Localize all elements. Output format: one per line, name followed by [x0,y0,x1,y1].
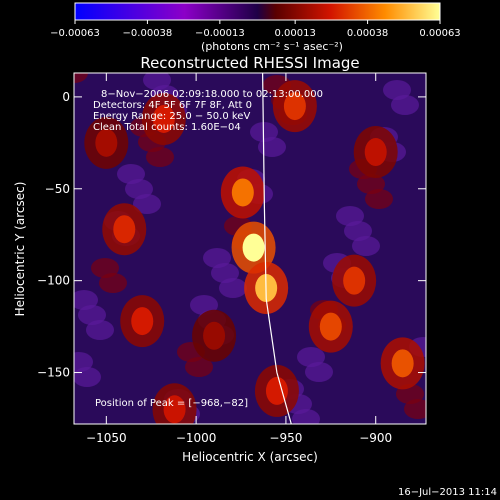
annotation-block: 8−Nov−2006 02:09:18.000 to 02:13:00.000 … [93,89,323,133]
emission-source [265,376,288,405]
background-texture [74,290,98,310]
emission-source [343,266,366,295]
colorbar-units: (photons cm⁻² s⁻¹ asec⁻²) [201,40,343,53]
background-texture [305,362,333,382]
background-texture [133,194,161,214]
y-tick-label: −50 [45,182,70,196]
background-texture [250,122,278,142]
background-texture [117,164,145,184]
background-texture [86,320,114,340]
background-texture [365,189,393,209]
x-tick-label: −950 [269,431,302,445]
footer-date: 16−Jul−2013 11:14 [398,487,497,498]
emission-source [364,138,387,167]
emission-source [131,307,154,336]
background-texture [219,278,247,298]
x-tick-label: −900 [359,431,392,445]
background-texture [74,352,93,372]
background-texture [203,248,231,268]
background-texture [125,179,153,199]
colorbar-tick-label: 0.00063 [419,28,460,39]
emission-source [113,215,136,244]
background-texture [143,73,171,90]
y-axis-label: Heliocentric Y (arcsec) [13,182,27,317]
emission-source [283,92,306,121]
x-axis-label: Heliocentric X (arcsec) [182,450,318,464]
annotation-energy: Energy Range: 25.0 − 50.0 keV [93,111,250,122]
emission-source [152,104,175,133]
background-texture [297,347,325,367]
background-texture [78,305,106,325]
emission-source [319,312,342,341]
colorbar-ticks: −0.00063 −0.00038 −0.00013 0.00013 0.00038 0.… [50,20,461,39]
peak-position-text: Position of Peak = [−968,−82] [95,398,248,409]
colorbar-tick-label: −0.00013 [195,28,245,39]
annotation-time: 8−Nov−2006 02:09:18.000 to 02:13:00.000 [101,89,323,100]
background-texture [383,80,411,100]
emission-source [95,128,118,157]
plot-frame [73,72,427,425]
plot-image [74,73,426,424]
background-texture [352,236,380,256]
background-texture [74,367,101,387]
emission-source [203,321,226,350]
annotation-clean: Clean Total counts: 1.60E−04 [93,122,241,133]
background-texture [344,221,372,241]
colorbar-tick-label: 0.00038 [347,28,388,39]
y-tick-label: 0 [62,90,70,104]
emission-source [231,178,254,207]
y-tick-label: −100 [37,274,70,288]
background-texture [190,295,218,315]
background-texture [357,174,385,194]
emission-source [391,349,414,378]
solar-limb-line [262,73,292,424]
x-tick-label: −1050 [86,431,127,445]
background-texture [74,73,88,83]
colorbar-tick-label: −0.00063 [50,28,100,39]
y-tick-label: −150 [37,366,70,380]
axis-ticks: −1050 −1000 −950 −900 0 −50 −100 −150 [37,73,426,445]
x-tick-label: −1000 [176,431,217,445]
background-texture [258,137,286,157]
background-texture [211,263,239,283]
background-texture [404,399,426,419]
annotation-detectors: Detectors: 4F 5F 6F 7F 8F, Att 0 [93,100,252,111]
background-texture [146,147,174,167]
background-texture [91,258,119,278]
background-texture [336,206,364,226]
background-texture [99,273,127,293]
colorbar [74,2,441,21]
background-texture [391,95,419,115]
colorbar-tick-label: 0.00013 [274,28,315,39]
chart-title: Reconstructed RHESSI Image [140,54,359,72]
emission-source [242,233,265,262]
colorbar-tick-label: −0.00038 [123,28,173,39]
background-texture [185,357,213,377]
emission-source [163,395,186,424]
